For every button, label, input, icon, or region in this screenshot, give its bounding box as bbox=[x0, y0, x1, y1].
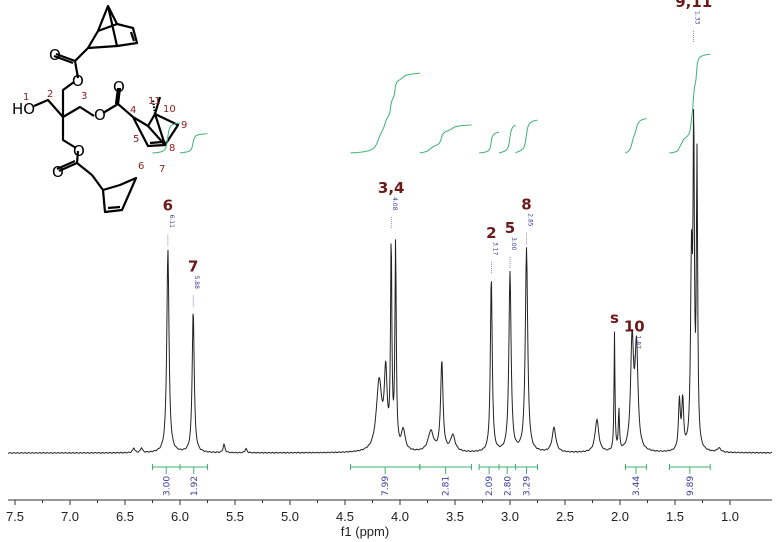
integral-curve bbox=[180, 133, 208, 154]
integral-bars: 3.00 1.92 7.99 2.81 2.09 2.80 3.29 3.44 9.89 bbox=[152, 464, 711, 496]
peak-label: s bbox=[610, 309, 619, 327]
peak-value: 4.08 bbox=[391, 197, 398, 211]
integral-value: 3.29 bbox=[523, 476, 533, 496]
integral-curve bbox=[419, 124, 472, 154]
peak-label: 6 bbox=[163, 197, 173, 215]
atom-number: 6 bbox=[138, 161, 144, 172]
structure-bonds bbox=[33, 4, 180, 214]
x-tick-label: 2.0 bbox=[611, 509, 629, 524]
integral-value: 9.89 bbox=[686, 476, 696, 496]
x-tick-label: 5.5 bbox=[226, 509, 244, 524]
atom-number: 4 bbox=[130, 105, 136, 116]
atom-number: 7 bbox=[159, 164, 165, 175]
peak-label: 2 bbox=[486, 224, 496, 242]
chemical-structure: HO O O O O O O 1 2 3 4 5 6 7 8 9 10 11 bbox=[12, 4, 187, 214]
peak-value: 1.87 bbox=[634, 336, 641, 350]
atom-number: 8 bbox=[169, 143, 175, 154]
peak-label: 3,4 bbox=[378, 179, 405, 197]
x-tick-label: 6.5 bbox=[116, 509, 134, 524]
integral-value: 2.81 bbox=[442, 476, 452, 496]
integral-curves bbox=[152, 53, 711, 154]
peak-value: 2.85 bbox=[527, 213, 534, 227]
atom-o: O bbox=[72, 72, 84, 90]
x-tick-label: 1.0 bbox=[721, 509, 739, 524]
x-axis-label: f1 (ppm) bbox=[341, 524, 389, 539]
peak-value: 6.11 bbox=[168, 215, 175, 229]
x-tick-label: 4.5 bbox=[336, 509, 354, 524]
x-tick-label: 1.5 bbox=[666, 509, 684, 524]
atom-number: 10 bbox=[163, 104, 176, 115]
x-tick-label: 4.0 bbox=[391, 509, 409, 524]
peak-value: 5.88 bbox=[193, 276, 200, 290]
integral-value: 1.92 bbox=[190, 476, 200, 496]
peak-label: 9,11 bbox=[675, 0, 712, 11]
atom-number: 9 bbox=[181, 120, 187, 131]
x-tick-label: 3.5 bbox=[446, 509, 464, 524]
peak-value: 1.33 bbox=[694, 11, 701, 25]
integral-value: 2.09 bbox=[485, 476, 495, 496]
x-tick-label: 3.0 bbox=[501, 509, 519, 524]
atom-number: 11 bbox=[148, 96, 161, 107]
peak-label: 7 bbox=[188, 258, 198, 276]
integral-curve bbox=[350, 72, 420, 154]
integral-curve bbox=[152, 122, 181, 154]
atom-o: O bbox=[113, 78, 125, 96]
peak-value: 3.17 bbox=[491, 242, 498, 256]
x-tick-label: 7.0 bbox=[61, 509, 79, 524]
peak-value: 3.00 bbox=[510, 237, 517, 251]
atom-o: O bbox=[94, 106, 106, 124]
integral-curve bbox=[498, 124, 516, 154]
x-axis-ticks: 7.5 7.0 6.5 6.0 5.5 5.0 4.5 4.0 3.5 3.0 2.5 2.0 1.5 1… bbox=[6, 500, 739, 524]
peak-label: 8 bbox=[521, 195, 531, 213]
atom-number: 1 bbox=[23, 92, 29, 103]
peak-label: 10 bbox=[624, 318, 645, 336]
atom-number: 5 bbox=[133, 134, 139, 145]
x-tick-label: 2.5 bbox=[556, 509, 574, 524]
atom-number: 3 bbox=[81, 91, 87, 102]
x-tick-label: 6.0 bbox=[171, 509, 189, 524]
atom-o: O bbox=[73, 142, 85, 160]
integral-value: 7.99 bbox=[381, 476, 391, 496]
peak-label: 5 bbox=[505, 219, 515, 237]
integral-curve bbox=[515, 119, 538, 154]
integral-curve bbox=[479, 131, 500, 154]
atom-number: 2 bbox=[47, 89, 53, 100]
atom-o: O bbox=[52, 163, 64, 181]
integral-value: 3.44 bbox=[632, 476, 642, 496]
integral-curve bbox=[625, 118, 647, 154]
x-tick-label: 7.5 bbox=[6, 509, 24, 524]
atom-ho: HO bbox=[12, 100, 35, 118]
hashed-bond-icon bbox=[151, 99, 157, 115]
integral-value: 2.80 bbox=[503, 476, 513, 496]
integral-curve bbox=[669, 53, 711, 154]
x-tick-label: 5.0 bbox=[281, 509, 299, 524]
atom-o: O bbox=[49, 46, 61, 64]
spectrum-line bbox=[8, 109, 773, 454]
integral-value: 3.00 bbox=[162, 476, 172, 496]
